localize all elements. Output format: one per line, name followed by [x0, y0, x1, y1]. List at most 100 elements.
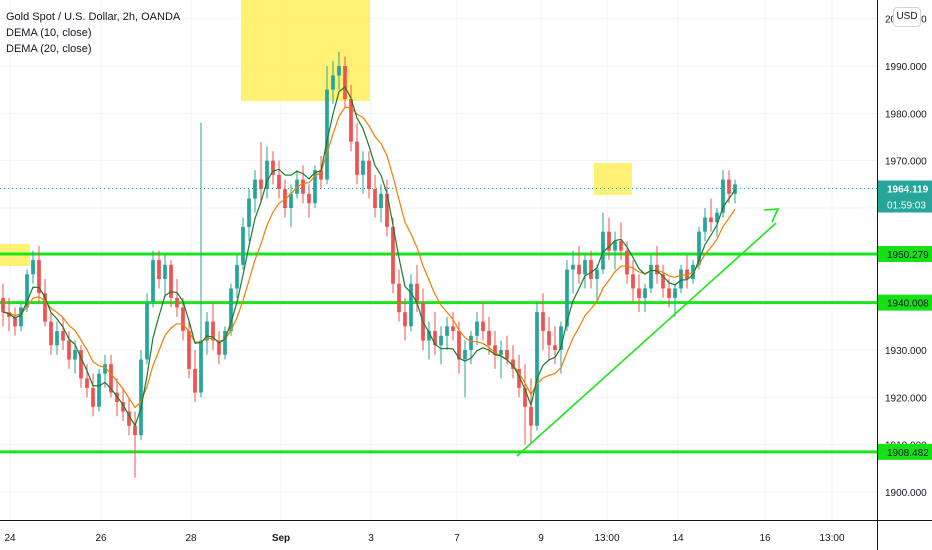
- candle-body: [643, 288, 647, 298]
- x-tick-label: 7: [454, 533, 460, 544]
- candle-body: [73, 350, 77, 360]
- candle-body: [79, 350, 83, 379]
- candle-body: [199, 340, 203, 393]
- candle-body: [535, 312, 539, 426]
- candle-body: [235, 264, 239, 289]
- x-tick-label: 13:00: [819, 533, 844, 544]
- candle-body: [181, 307, 185, 332]
- candle-body: [259, 179, 263, 190]
- candle-body: [331, 75, 335, 90]
- candle-body: [163, 264, 167, 279]
- x-tick-label: 14: [672, 533, 684, 544]
- candle-body: [37, 260, 41, 294]
- candle-body: [19, 307, 23, 327]
- candle-body: [715, 212, 719, 223]
- candle-body: [679, 269, 683, 289]
- candle-body: [475, 321, 479, 336]
- dema-10-line: [2, 85, 736, 428]
- candle-body: [601, 231, 605, 270]
- candle-body: [103, 364, 107, 374]
- candle-body: [157, 260, 161, 279]
- candle-body: [505, 350, 509, 360]
- candle-body: [517, 368, 521, 388]
- candle-body: [307, 193, 311, 204]
- candle-body: [61, 331, 65, 341]
- candle-body: [541, 312, 545, 332]
- currency-button[interactable]: USD: [893, 7, 921, 27]
- y-tick-label: 1980.000: [885, 109, 927, 120]
- last-price-label: 1964.119: [887, 185, 929, 196]
- candle-body: [211, 321, 215, 341]
- symbol-title[interactable]: Gold Spot / U.S. Dollar, 2h, OANDA: [6, 11, 181, 23]
- candle-body: [661, 274, 665, 289]
- candlesticks: [1, 51, 737, 478]
- x-tick-label: 28: [185, 533, 197, 544]
- horizontal-levels[interactable]: [0, 188, 877, 454]
- candle-body: [403, 312, 407, 327]
- level-price-label: 1940.008: [887, 299, 929, 310]
- candle-body: [265, 160, 269, 190]
- candle-body: [721, 179, 725, 213]
- x-tick-label: Sep: [272, 533, 290, 544]
- candle-body: [433, 331, 437, 346]
- x-tick-label: 3: [368, 533, 374, 544]
- candle-body: [151, 260, 155, 303]
- candle-body: [499, 350, 503, 355]
- level-price-badge: [878, 294, 932, 311]
- candle-body: [427, 331, 431, 341]
- candle-body: [607, 231, 611, 251]
- countdown-label: 01:59:03: [887, 201, 926, 212]
- candle-body: [703, 217, 707, 232]
- candle-body: [109, 364, 113, 393]
- candle-body: [271, 160, 275, 175]
- candle-body: [301, 179, 305, 194]
- candle-body: [13, 316, 17, 327]
- candle-body: [673, 288, 677, 298]
- candle-body: [613, 241, 617, 251]
- candle-body: [397, 283, 401, 313]
- candle-body: [343, 66, 347, 100]
- indicator-dema-10[interactable]: DEMA (10, close): [6, 27, 92, 39]
- candle-body: [733, 184, 737, 194]
- level-price-badge: [878, 246, 932, 263]
- trendline[interactable]: [516, 208, 780, 457]
- candle-body: [631, 274, 635, 289]
- candle-body: [685, 269, 689, 279]
- candle-body: [127, 411, 131, 426]
- candle-body: [205, 321, 209, 341]
- candle-body: [43, 293, 47, 322]
- candle-body: [175, 297, 179, 308]
- candle-body: [391, 226, 395, 284]
- candle-body: [583, 260, 587, 275]
- y-tick-label: 1970.000: [885, 157, 927, 168]
- candle-body: [577, 264, 581, 275]
- candle-body: [97, 373, 101, 407]
- x-tick-label: 16: [759, 533, 771, 544]
- trendline-arrow[interactable]: [516, 222, 777, 457]
- candle-body: [529, 406, 533, 426]
- candle-body: [655, 264, 659, 275]
- candle-body: [337, 66, 341, 76]
- highlight-boxes: [0, 0, 632, 266]
- candle-body: [217, 340, 221, 355]
- dema-20-line: [2, 106, 736, 409]
- candle-body: [319, 170, 323, 180]
- candle-body: [247, 198, 251, 227]
- candle-body: [595, 269, 599, 279]
- candle-body: [373, 189, 377, 208]
- candle-body: [355, 141, 359, 175]
- candle-body: [553, 345, 557, 350]
- candle-body: [559, 326, 563, 350]
- level-price-label: 1950.279: [887, 250, 929, 261]
- candle-body: [523, 387, 527, 407]
- arrow-head-icon[interactable]: [763, 208, 780, 223]
- candle-body: [139, 359, 143, 436]
- indicator-dema-20[interactable]: DEMA (20, close): [6, 43, 92, 55]
- candle-body: [511, 359, 515, 369]
- candle-body: [91, 387, 95, 407]
- candle-body: [463, 350, 467, 360]
- candle-body: [367, 160, 371, 190]
- candle-body: [133, 425, 137, 436]
